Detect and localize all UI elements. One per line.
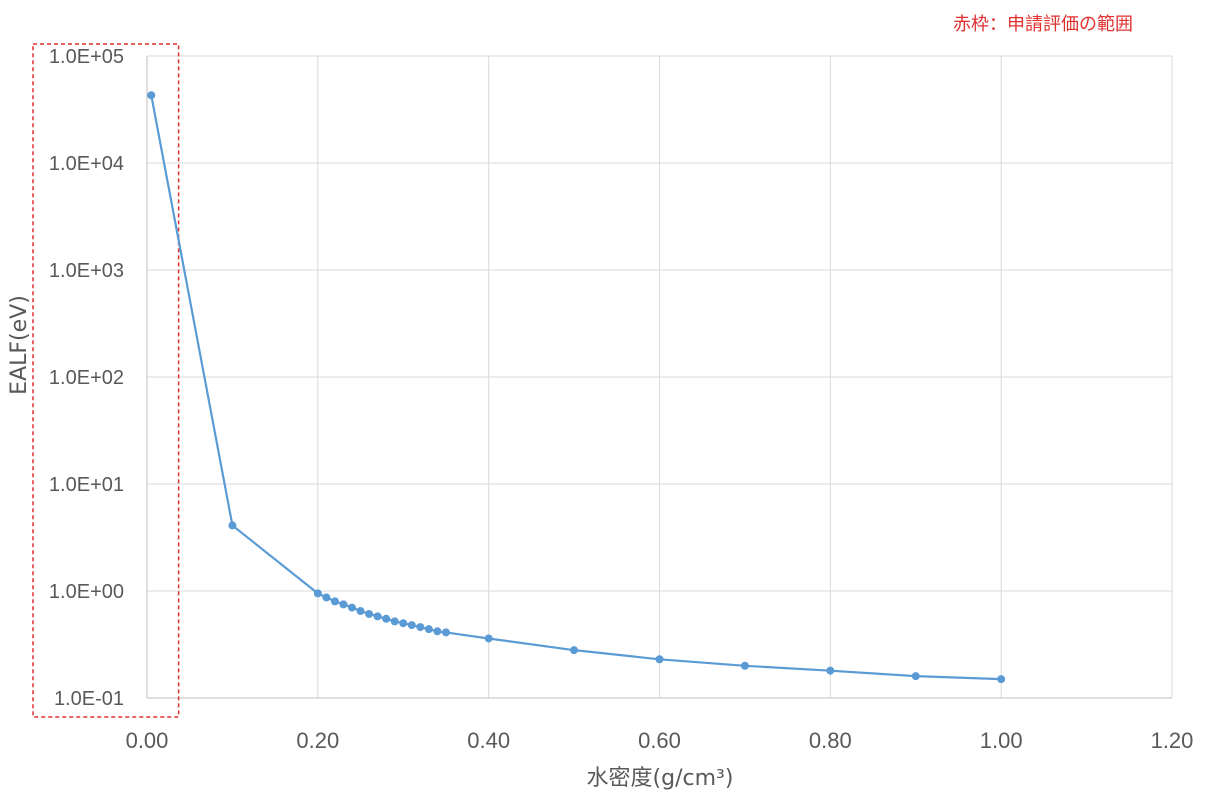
data-point bbox=[228, 521, 237, 530]
data-point bbox=[147, 91, 156, 100]
data-point bbox=[441, 628, 450, 637]
data-point bbox=[911, 672, 920, 681]
x-tick-label: 0.20 bbox=[296, 728, 339, 753]
highlight-region bbox=[32, 43, 180, 718]
grid bbox=[147, 55, 1173, 698]
x-tick-label: 1.20 bbox=[1151, 728, 1194, 753]
x-tick-label: 0.80 bbox=[809, 728, 852, 753]
series-line bbox=[150, 95, 1002, 681]
data-point bbox=[399, 619, 408, 628]
data-point bbox=[570, 646, 579, 655]
data-point bbox=[339, 600, 348, 609]
y-tick-label: 1.0E-01 bbox=[54, 688, 124, 710]
x-tick-label: 0.60 bbox=[638, 728, 681, 753]
data-point bbox=[373, 612, 382, 621]
data-point bbox=[416, 623, 425, 632]
data-point bbox=[997, 675, 1006, 684]
data-point bbox=[322, 593, 331, 602]
y-tick-label: 1.0E+00 bbox=[49, 581, 124, 603]
y-tick-label: 1.0E+01 bbox=[49, 474, 124, 496]
x-axis-label: 水密度(g/cm³) bbox=[587, 766, 734, 791]
data-point bbox=[390, 617, 399, 626]
x-tick-label: 1.00 bbox=[980, 728, 1023, 753]
series bbox=[147, 91, 1006, 684]
y-tick-label: 1.0E+04 bbox=[49, 153, 124, 175]
data-point bbox=[740, 661, 749, 670]
annotation-label: 赤枠：申請評価の範囲 bbox=[953, 14, 1133, 35]
y-tick-label: 1.0E+02 bbox=[49, 367, 124, 389]
y-axis-label: EALF(eV) bbox=[7, 295, 32, 395]
tick-labels: 0.00 0.20 0.40 0.60 0.80 1.00 1.20 1.0E-01 1.0E+… bbox=[49, 46, 1193, 753]
x-tick-label: 0.00 bbox=[126, 728, 169, 753]
x-tick-label: 0.40 bbox=[467, 728, 510, 753]
data-point bbox=[313, 589, 322, 598]
data-point bbox=[484, 634, 493, 643]
data-point bbox=[348, 603, 356, 612]
data-point bbox=[382, 614, 391, 623]
data-point bbox=[365, 609, 374, 618]
data-point bbox=[356, 607, 365, 616]
data-point bbox=[655, 655, 664, 664]
data-point bbox=[424, 625, 433, 634]
data-point bbox=[330, 597, 339, 606]
y-tick-label: 1.0E+03 bbox=[49, 260, 124, 282]
data-point bbox=[433, 627, 442, 636]
highlight-frame bbox=[32, 43, 180, 718]
axes bbox=[146, 56, 1172, 699]
y-tick-label: 1.0E+05 bbox=[49, 46, 124, 68]
data-point bbox=[407, 621, 416, 630]
data-point bbox=[826, 666, 835, 675]
